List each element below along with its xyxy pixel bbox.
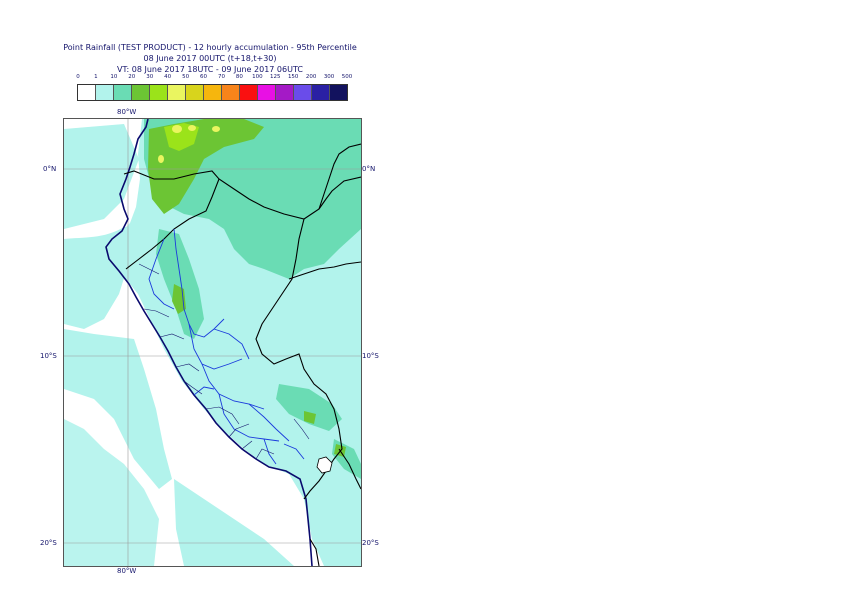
lat-label-20s-right: 20°S [362, 539, 379, 547]
heavy-rain-east-spot [304, 411, 316, 424]
extreme-rain-1 [172, 125, 182, 133]
offshore-rain-3 [64, 124, 139, 229]
legend-label-0: 0 [76, 74, 80, 80]
moderate-rain-andes [156, 229, 204, 339]
moderate-rain-east [276, 384, 342, 431]
legend-swatch-1 [96, 85, 114, 100]
legend-label-1: 1 [94, 74, 98, 80]
legend-color-bar [77, 84, 348, 101]
lon-label-top: 80°W [117, 108, 137, 116]
legend-label-11: 125 [270, 74, 281, 80]
province-boundaries [138, 263, 310, 460]
lat-label-10s-right: 10°S [362, 352, 379, 360]
legend-label-7: 60 [200, 74, 208, 80]
rainfall-legend: 0 1 10 20 30 40 50 60 70 80 100 125 150 200 300 500 [76, 74, 352, 101]
legend-swatch-11 [276, 85, 294, 100]
legend-swatch-9 [240, 85, 258, 100]
lat-label-10s-left: 10°S [40, 352, 57, 360]
title-line-2: 08 June 2017 00UTC (t+18,t+30) [143, 54, 277, 63]
legend-swatch-14 [330, 85, 347, 100]
legend-label-10: 100 [252, 74, 263, 80]
map-svg [64, 119, 361, 566]
legend-label-3: 20 [128, 74, 136, 80]
legend-labels: 0 1 10 20 30 40 50 60 70 80 100 125 150 200 300 500 [76, 74, 352, 84]
rainfall-map[interactable] [63, 118, 362, 567]
legend-swatch-5 [168, 85, 186, 100]
title-line-3: VT: 08 June 2017 18UTC - 09 June 2017 06… [117, 65, 303, 74]
legend-swatch-3 [132, 85, 150, 100]
offshore-rain-5 [64, 419, 159, 566]
legend-swatch-6 [186, 85, 204, 100]
lat-label-20s-left: 20°S [40, 539, 57, 547]
legend-swatch-4 [150, 85, 168, 100]
extreme-rain-3 [212, 126, 220, 132]
legend-swatch-8 [222, 85, 240, 100]
legend-swatch-10 [258, 85, 276, 100]
legend-label-9: 80 [235, 74, 243, 80]
legend-label-14: 300 [323, 74, 335, 80]
legend-label-5: 40 [164, 74, 172, 80]
extreme-rain-4 [158, 155, 164, 163]
lon-label-bottom: 80°W [117, 567, 137, 575]
legend-swatch-0 [78, 85, 96, 100]
legend-label-8: 70 [217, 74, 225, 80]
legend-label-4: 30 [146, 74, 154, 80]
moderate-rain-ne [294, 179, 361, 234]
extreme-rain-2 [188, 125, 196, 131]
legend-swatch-13 [312, 85, 330, 100]
legend-label-12: 150 [287, 74, 299, 80]
legend-label-6: 50 [182, 74, 190, 80]
offshore-rain-4 [174, 479, 294, 566]
offshore-rain-2 [64, 329, 172, 489]
legend-label-15: 500 [341, 74, 353, 80]
title-line-1: Point Rainfall (TEST PRODUCT) - 12 hourl… [63, 43, 357, 52]
lat-label-0-right: 0°N [362, 165, 376, 173]
coastline [105, 119, 313, 566]
legend-swatch-12 [294, 85, 312, 100]
admin-boundaries [148, 228, 305, 465]
lake-titicaca [316, 456, 333, 474]
lat-label-0-left: 0°N [43, 165, 57, 173]
legend-label-2: 10 [110, 74, 118, 80]
country-borders [123, 143, 361, 566]
chart-title-block: Point Rainfall (TEST PRODUCT) - 12 hourl… [60, 42, 360, 75]
legend-swatch-2 [114, 85, 132, 100]
legend-swatch-7 [204, 85, 222, 100]
legend-label-13: 200 [305, 74, 317, 80]
graticule [64, 119, 361, 566]
